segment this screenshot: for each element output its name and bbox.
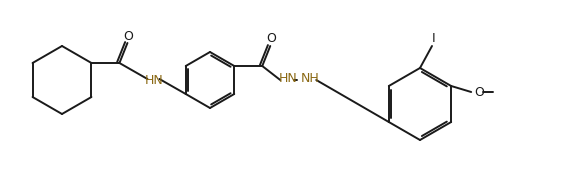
Text: I: I <box>432 33 436 45</box>
Text: O: O <box>123 30 133 42</box>
Text: HN: HN <box>279 73 298 86</box>
Text: HN: HN <box>145 74 164 86</box>
Text: NH: NH <box>301 73 320 86</box>
Text: O: O <box>266 33 276 45</box>
Text: O: O <box>474 86 484 99</box>
